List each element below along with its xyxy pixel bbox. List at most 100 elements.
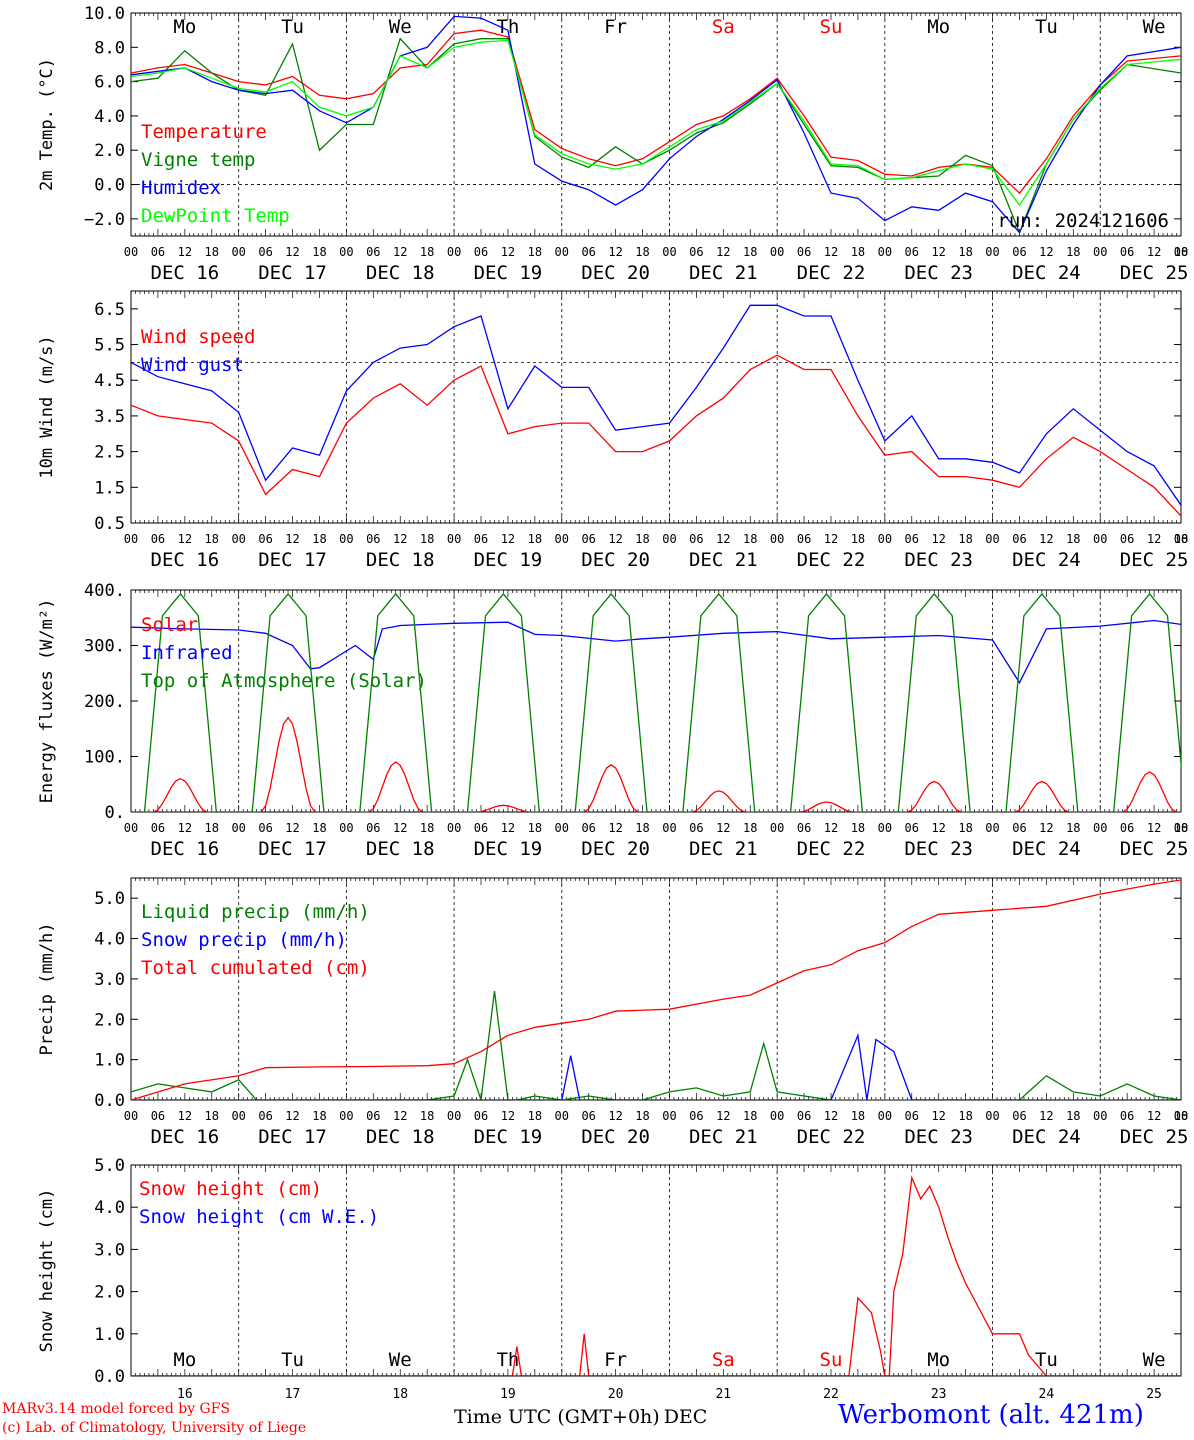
- hour-tick-label: 00: [339, 532, 353, 546]
- date-label: DEC 17: [258, 838, 327, 860]
- hour-tick-label: 12: [824, 532, 838, 546]
- legend-entry: Top of Atmosphere (Solar): [141, 670, 427, 692]
- hour-tick-label: 00: [231, 245, 245, 259]
- hour-tick-label: 00: [662, 245, 676, 259]
- hour-tick-label: 00: [124, 532, 138, 546]
- legend-entry: DewPoint Temp: [141, 205, 290, 227]
- hour-tick-label: 18: [1174, 821, 1188, 835]
- hour-tick-label: 00: [1174, 532, 1188, 546]
- hour-tick-label: 12: [1147, 532, 1161, 546]
- hour-tick-label: 06: [1120, 245, 1134, 259]
- hour-tick-label: 00: [878, 245, 892, 259]
- hour-tick-label: 12: [285, 245, 299, 259]
- hour-tick-label: 06: [905, 821, 919, 835]
- hour-tick-label: 06: [1120, 532, 1134, 546]
- series-line-dewpoint-temp: [131, 39, 1181, 207]
- hour-tick-label: 12: [716, 1109, 730, 1123]
- date-label: DEC 20: [581, 549, 650, 571]
- hour-tick-label: 00: [447, 821, 461, 835]
- hour-tick-label: 00: [339, 245, 353, 259]
- hour-tick-label: 18: [420, 821, 434, 835]
- date-label: DEC 20: [581, 1126, 650, 1148]
- legend-entry: Solar: [141, 614, 198, 636]
- hour-tick-label: 00: [1093, 245, 1107, 259]
- hour-tick-label: 06: [581, 245, 595, 259]
- date-label: DEC 22: [797, 838, 866, 860]
- hour-tick-label: 06: [151, 821, 165, 835]
- hour-tick-label: 06: [258, 532, 272, 546]
- hour-tick-label: 12: [501, 1109, 515, 1123]
- date-label: DEC 25: [1120, 262, 1189, 284]
- hour-tick-label: 18: [958, 532, 972, 546]
- hour-tick-label: 00: [985, 1109, 999, 1123]
- hour-tick-label: 00: [770, 245, 784, 259]
- hour-tick-label: 06: [797, 245, 811, 259]
- y-tick-label: 5.5: [94, 336, 125, 356]
- hour-tick-label: 00: [1174, 1109, 1188, 1123]
- hour-tick-label: 06: [797, 1109, 811, 1123]
- hour-tick-label: 06: [474, 821, 488, 835]
- hour-tick-label: 06: [905, 532, 919, 546]
- y-tick-label: 1.0: [94, 1051, 125, 1071]
- hour-tick-label: 00: [124, 821, 138, 835]
- date-label: DEC 19: [474, 838, 543, 860]
- y-axis-label: Precip (mm/h): [37, 922, 57, 1055]
- hour-tick-label: 18: [958, 1109, 972, 1123]
- date-label: DEC 19: [474, 262, 543, 284]
- hour-tick-label: 18: [312, 1109, 326, 1123]
- hour-tick-label: 12: [285, 821, 299, 835]
- hour-tick-label: 06: [797, 532, 811, 546]
- hour-tick-label: 18: [205, 1109, 219, 1123]
- y-tick-label: 4.5: [94, 371, 125, 391]
- legend-entry: Liquid precip (mm/h): [141, 901, 370, 923]
- date-number-label: 17: [285, 1387, 301, 1402]
- hour-tick-label: 00: [1174, 821, 1188, 835]
- hour-tick-label: 18: [1174, 532, 1188, 546]
- hour-tick-label: 12: [1039, 1109, 1053, 1123]
- y-tick-label: 3.0: [94, 1240, 125, 1260]
- date-label: DEC 23: [904, 838, 973, 860]
- hour-tick-label: 18: [205, 821, 219, 835]
- hour-tick-label: 06: [905, 245, 919, 259]
- legend-entry: Infrared: [141, 642, 233, 664]
- hour-tick-label: 18: [743, 532, 757, 546]
- hour-tick-label: 18: [635, 245, 649, 259]
- y-tick-label: 0.: [105, 803, 125, 823]
- date-label: DEC 24: [1012, 838, 1081, 860]
- date-label: DEC 25: [1120, 549, 1189, 571]
- series-group: [131, 1175, 1181, 1376]
- hour-tick-label: 12: [824, 245, 838, 259]
- series-line-temperature: [131, 29, 1181, 195]
- hour-tick-label: 12: [393, 1109, 407, 1123]
- hour-tick-label: 12: [716, 532, 730, 546]
- date-number-label: 19: [500, 1387, 516, 1402]
- legend-entry: Vigne temp: [141, 149, 255, 171]
- y-tick-label: 300.: [84, 637, 125, 657]
- hour-tick-label: 06: [258, 245, 272, 259]
- hour-tick-label: 06: [1012, 1109, 1026, 1123]
- lab-credit: (c) Lab. of Climatology, University of L…: [2, 1420, 307, 1436]
- hour-tick-label: 18: [1066, 821, 1080, 835]
- hour-tick-label: 12: [931, 1109, 945, 1123]
- hour-tick-label: 18: [635, 821, 649, 835]
- hour-tick-label: 12: [393, 245, 407, 259]
- date-label: DEC 20: [581, 262, 650, 284]
- series-line-total-cumulated-cm: [131, 879, 1181, 1100]
- date-number-label: 22: [823, 1387, 839, 1402]
- date-number-label: 24: [1039, 1387, 1055, 1402]
- hour-tick-label: 18: [205, 532, 219, 546]
- hour-tick-label: 12: [501, 532, 515, 546]
- date-label: DEC 17: [258, 262, 327, 284]
- y-tick-label: 0.0: [94, 1367, 125, 1387]
- date-label: DEC 21: [689, 549, 758, 571]
- date-label: DEC 16: [151, 549, 220, 571]
- hour-tick-label: 00: [1093, 532, 1107, 546]
- hour-tick-label: 00: [662, 532, 676, 546]
- y-tick-label: 1.5: [94, 478, 125, 498]
- weekday-label: Tu: [1035, 1349, 1058, 1371]
- hour-tick-label: 06: [258, 821, 272, 835]
- weekday-label: Mo: [173, 1349, 196, 1371]
- legend-entry: Snow height (cm W.E.): [139, 1206, 379, 1228]
- date-label: DEC 24: [1012, 1126, 1081, 1148]
